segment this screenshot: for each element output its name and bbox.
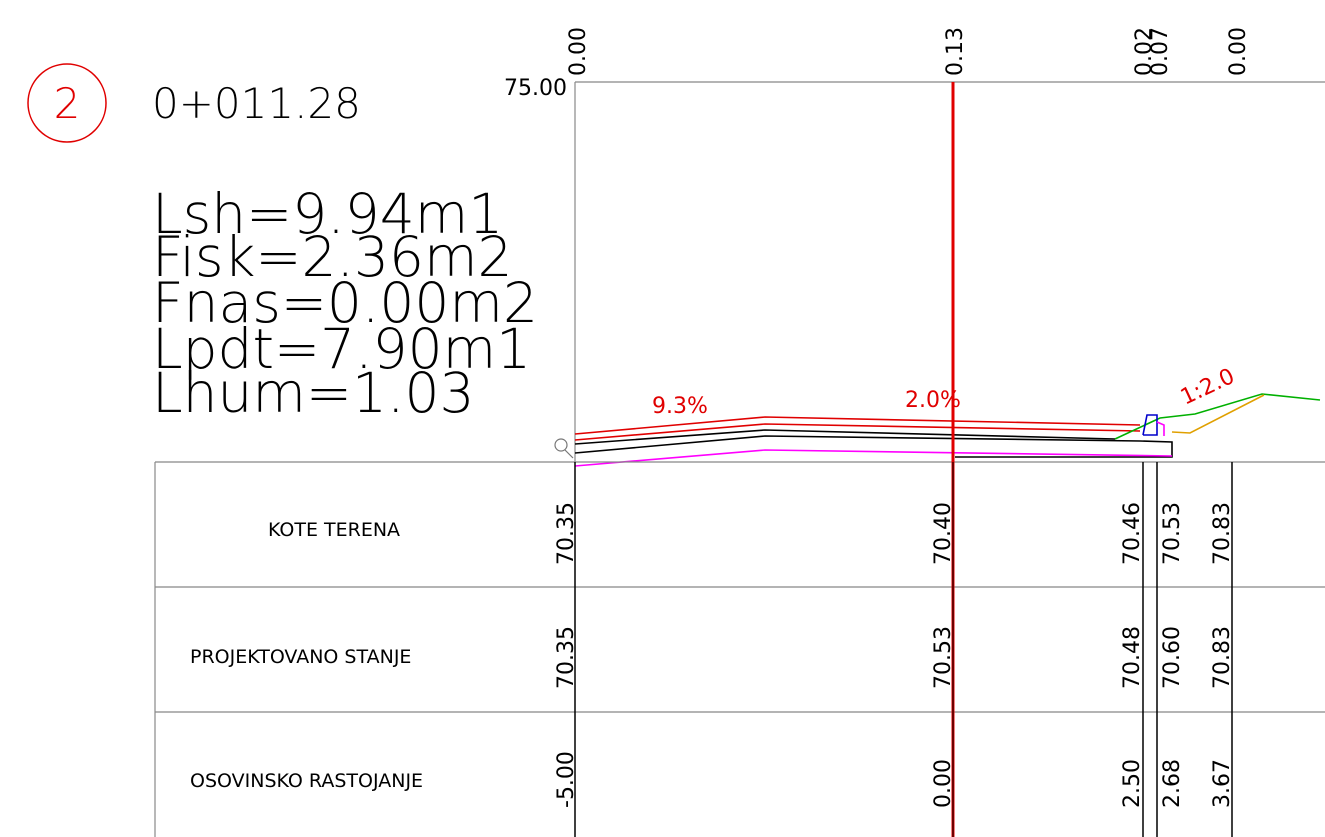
top-value: 0.13 bbox=[943, 27, 968, 76]
stat-line: Fnas=0.00m2 bbox=[152, 271, 538, 335]
subgrade-line bbox=[574, 449, 1173, 467]
stat-line: Lsh=9.94m1 bbox=[152, 182, 503, 246]
station-label: 0+011.28 bbox=[152, 79, 361, 128]
cell-value: 70.35 bbox=[554, 626, 579, 689]
cell-value: 2.50 bbox=[1120, 759, 1145, 808]
cell-value: 70.53 bbox=[931, 626, 956, 689]
cell-value: 0.00 bbox=[931, 759, 956, 808]
cell-value: 70.53 bbox=[1160, 502, 1185, 565]
table-grid bbox=[154, 461, 1325, 837]
top-value: 0.07 bbox=[1148, 27, 1173, 76]
pavement-bottom-line bbox=[574, 435, 1173, 458]
ditch-line bbox=[1171, 394, 1265, 434]
section-number: 2 bbox=[54, 79, 81, 128]
station-lines bbox=[574, 462, 1233, 837]
terrain-values: 70.35 70.40 70.46 70.53 70.83 bbox=[554, 502, 1235, 565]
stat-line: Fisk=2.36m2 bbox=[152, 225, 513, 289]
row-label: KOTE TERENA bbox=[268, 519, 400, 541]
cell-value: 70.83 bbox=[1210, 502, 1235, 565]
cell-value: -5.00 bbox=[554, 751, 579, 808]
cell-value: 70.48 bbox=[1120, 626, 1145, 689]
top-value: 0.00 bbox=[1226, 27, 1251, 76]
top-value: 0.02 bbox=[1132, 27, 1157, 76]
cell-value: 70.40 bbox=[931, 502, 956, 565]
row-label: OSOVINSKO RASTOJANJE bbox=[190, 770, 423, 792]
stat-line: Lhum=1.03 bbox=[152, 361, 474, 425]
row-label: PROJEKTOVANO STANJE bbox=[190, 646, 411, 668]
cell-value: 70.35 bbox=[554, 502, 579, 565]
section-number-circle bbox=[27, 63, 107, 143]
node-marker-handle bbox=[564, 449, 574, 459]
stat-line: Lpdt=7.90m1 bbox=[152, 317, 531, 381]
distance-values: -5.00 0.00 2.50 2.68 3.67 bbox=[554, 751, 1235, 808]
cell-value: 70.60 bbox=[1160, 626, 1185, 689]
cell-value: 2.68 bbox=[1160, 759, 1185, 808]
cell-value: 70.83 bbox=[1210, 626, 1235, 689]
design-values: 70.35 70.53 70.48 70.60 70.83 bbox=[554, 626, 1235, 689]
design-line-mid bbox=[574, 423, 1141, 441]
curb-outline bbox=[1142, 414, 1158, 436]
curb-base bbox=[1156, 421, 1165, 436]
slope-left-label: 9.3% bbox=[652, 394, 708, 419]
terrain-line bbox=[1114, 393, 1321, 440]
cell-value: 3.67 bbox=[1210, 759, 1235, 808]
design-line-top bbox=[574, 416, 1141, 435]
stats-block: Lsh=9.94m1 Fisk=2.36m2 Fnas=0.00m2 Lpdt=… bbox=[152, 182, 538, 425]
row-labels: KOTE TERENA PROJEKTOVANO STANJE OSOVINSK… bbox=[190, 519, 423, 792]
top-values: 0.00 0.13 0.02 0.07 0.00 bbox=[566, 27, 1251, 76]
node-marker-icon bbox=[554, 438, 568, 452]
cell-value: 70.46 bbox=[1120, 502, 1145, 565]
reference-elevation: 75.00 bbox=[504, 76, 567, 101]
road-profile bbox=[574, 393, 1321, 467]
pavement-line bbox=[574, 429, 1116, 445]
top-value: 0.00 bbox=[566, 27, 591, 76]
